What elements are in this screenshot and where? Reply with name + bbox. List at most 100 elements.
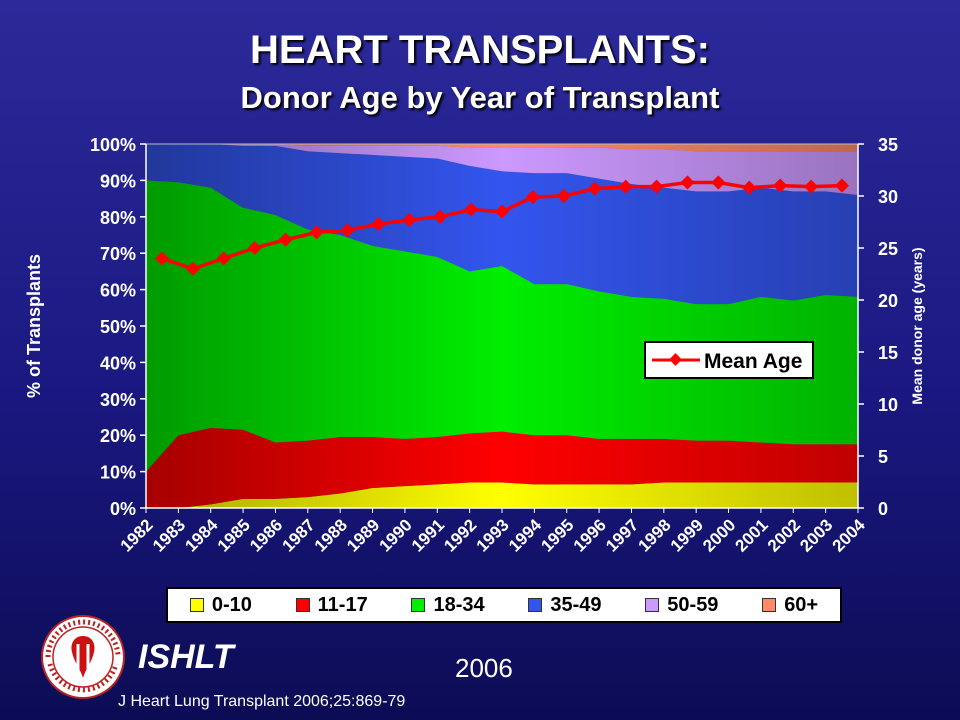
right-axis: 0 5 10 15 20 25 30 35: [857, 135, 898, 519]
mean-age-point: [154, 251, 170, 266]
x-tick-label: 1987: [278, 515, 318, 555]
mean-age-point: [556, 188, 571, 204]
right-tick-label: 5: [878, 447, 888, 467]
left-tick-label: 40%: [100, 353, 136, 373]
y2-axis-label: Mean donor age (years): [909, 247, 925, 404]
mean-age-point: [494, 204, 510, 219]
x-tick-label: 1991: [408, 515, 448, 555]
x-tick-label: 1988: [311, 515, 351, 555]
mean-age-point: [834, 178, 850, 193]
legend-label-0-10: 0-10: [211, 593, 252, 616]
x-tick-label: 1992: [440, 515, 480, 555]
legend-item-60-plus: 60+: [762, 594, 818, 617]
left-axis: 0% 10% 20% 30% 40% 50% 60% 70% 80% 90% 100%: [90, 135, 147, 519]
left-tick-label: 70%: [100, 244, 136, 264]
mean-age-point: [371, 217, 386, 232]
year-label: 2006: [455, 653, 513, 683]
right-tick-label: 30: [878, 187, 898, 207]
x-tick-label: 1994: [505, 515, 546, 556]
legend-label-35-49: 35-49: [550, 593, 602, 616]
legend-swatch-50-59: [645, 598, 660, 612]
x-tick-label: 2003: [796, 515, 836, 555]
mean-age-series: [154, 175, 850, 276]
right-tick-label: 20: [878, 291, 898, 311]
left-tick-label: 100%: [90, 135, 136, 155]
x-tick-label: 2001: [732, 515, 772, 555]
x-tick-label: 1985: [214, 515, 254, 555]
left-tick-label: 60%: [100, 281, 136, 301]
legend-item-50-59: 50-59: [645, 594, 718, 617]
x-tick-label: 2004: [829, 515, 870, 556]
mean-age-point: [402, 212, 417, 227]
right-tick-label: 15: [878, 343, 898, 363]
legend-swatch-35-49: [528, 598, 543, 612]
mean-age-point: [525, 189, 540, 205]
left-tick-label: 0%: [110, 499, 136, 519]
x-tick-label: 1999: [667, 515, 707, 555]
citation-text: J Heart Lung Transplant 2006;25:869-79: [118, 693, 406, 710]
legend-swatch-0-10: [189, 598, 204, 612]
legend-label-60-plus: 60+: [784, 593, 819, 616]
left-tick-label: 90%: [100, 171, 136, 191]
left-tick-label: 10%: [100, 463, 136, 483]
mean-age-point: [278, 232, 293, 247]
x-tick-label: 2002: [764, 515, 804, 555]
x-tick-label: 1986: [246, 515, 286, 555]
legend-swatch-11-17: [295, 598, 310, 612]
mean-age-legend: Mean Age: [644, 341, 814, 379]
right-tick-label: 25: [878, 239, 898, 259]
left-tick-label: 80%: [100, 208, 136, 228]
mean-age-point: [340, 223, 355, 238]
mean-age-point: [680, 175, 695, 190]
mean-age-legend-label: Mean Age: [704, 350, 802, 373]
right-tick-label: 10: [878, 395, 898, 415]
mean-age-point: [711, 175, 726, 190]
mean-age-point: [618, 179, 633, 194]
mean-age-point: [185, 261, 200, 276]
x-tick-label: 1996: [570, 515, 610, 555]
legend-item-11-17: 11-17: [295, 593, 368, 617]
organization-label: ISHLT: [138, 638, 234, 676]
legend-label-11-17: 11-17: [317, 593, 368, 616]
x-tick-label: 1995: [537, 515, 577, 555]
legend-label-50-59: 50-59: [667, 593, 719, 616]
chart-subtitle: Donor Age by Year of Transplant: [240, 80, 720, 115]
left-tick-label: 30%: [100, 390, 136, 410]
ishlt-seal-logo: [41, 615, 125, 699]
plot-shading: [146, 144, 858, 508]
mean-age-point: [773, 178, 788, 193]
x-tick-label: 1989: [343, 515, 383, 555]
x-tick-label: 2000: [699, 515, 739, 555]
x-tick-label: 1983: [149, 515, 189, 555]
left-tick-label: 20%: [100, 426, 136, 446]
legend-item-35-49: 35-49: [528, 593, 602, 617]
legend-swatch-18-34: [411, 598, 426, 612]
x-tick-label: 1990: [376, 515, 416, 555]
left-tick-label: 50%: [100, 317, 136, 337]
x-tick-label: 1982: [117, 515, 157, 555]
right-tick-label: 0: [878, 499, 888, 519]
mean-age-point: [804, 179, 819, 194]
x-tick-label: 1998: [634, 515, 674, 555]
mean-age-point: [309, 225, 324, 240]
x-tick-label: 1997: [602, 515, 642, 555]
mean-age-point: [464, 202, 479, 217]
legend-item-0-10: 0-10: [189, 593, 252, 617]
legend-item-18-34: 18-34: [411, 593, 485, 617]
x-tick-label: 1984: [181, 515, 222, 556]
right-tick-label: 35: [878, 135, 898, 155]
x-tick-label: 1993: [473, 515, 513, 555]
legend-label-18-34: 18-34: [433, 593, 485, 616]
mean-age-point: [742, 180, 757, 195]
mean-age-point: [587, 181, 602, 196]
chart-title: HEART TRANSPLANTS:: [250, 28, 710, 72]
mean-age-point: [433, 209, 448, 224]
x-axis: 1982198319841985198619871988198919901991…: [117, 507, 870, 556]
y-axis-label: % of Transplants: [24, 254, 44, 398]
mean-age-point: [649, 179, 664, 194]
mean-age-point: [247, 240, 262, 256]
age-group-legend: 0-10 11-17 18-34 35-49 50-59 60+: [166, 587, 842, 623]
mean-age-point: [216, 251, 231, 266]
legend-swatch-60-plus: [762, 598, 777, 612]
